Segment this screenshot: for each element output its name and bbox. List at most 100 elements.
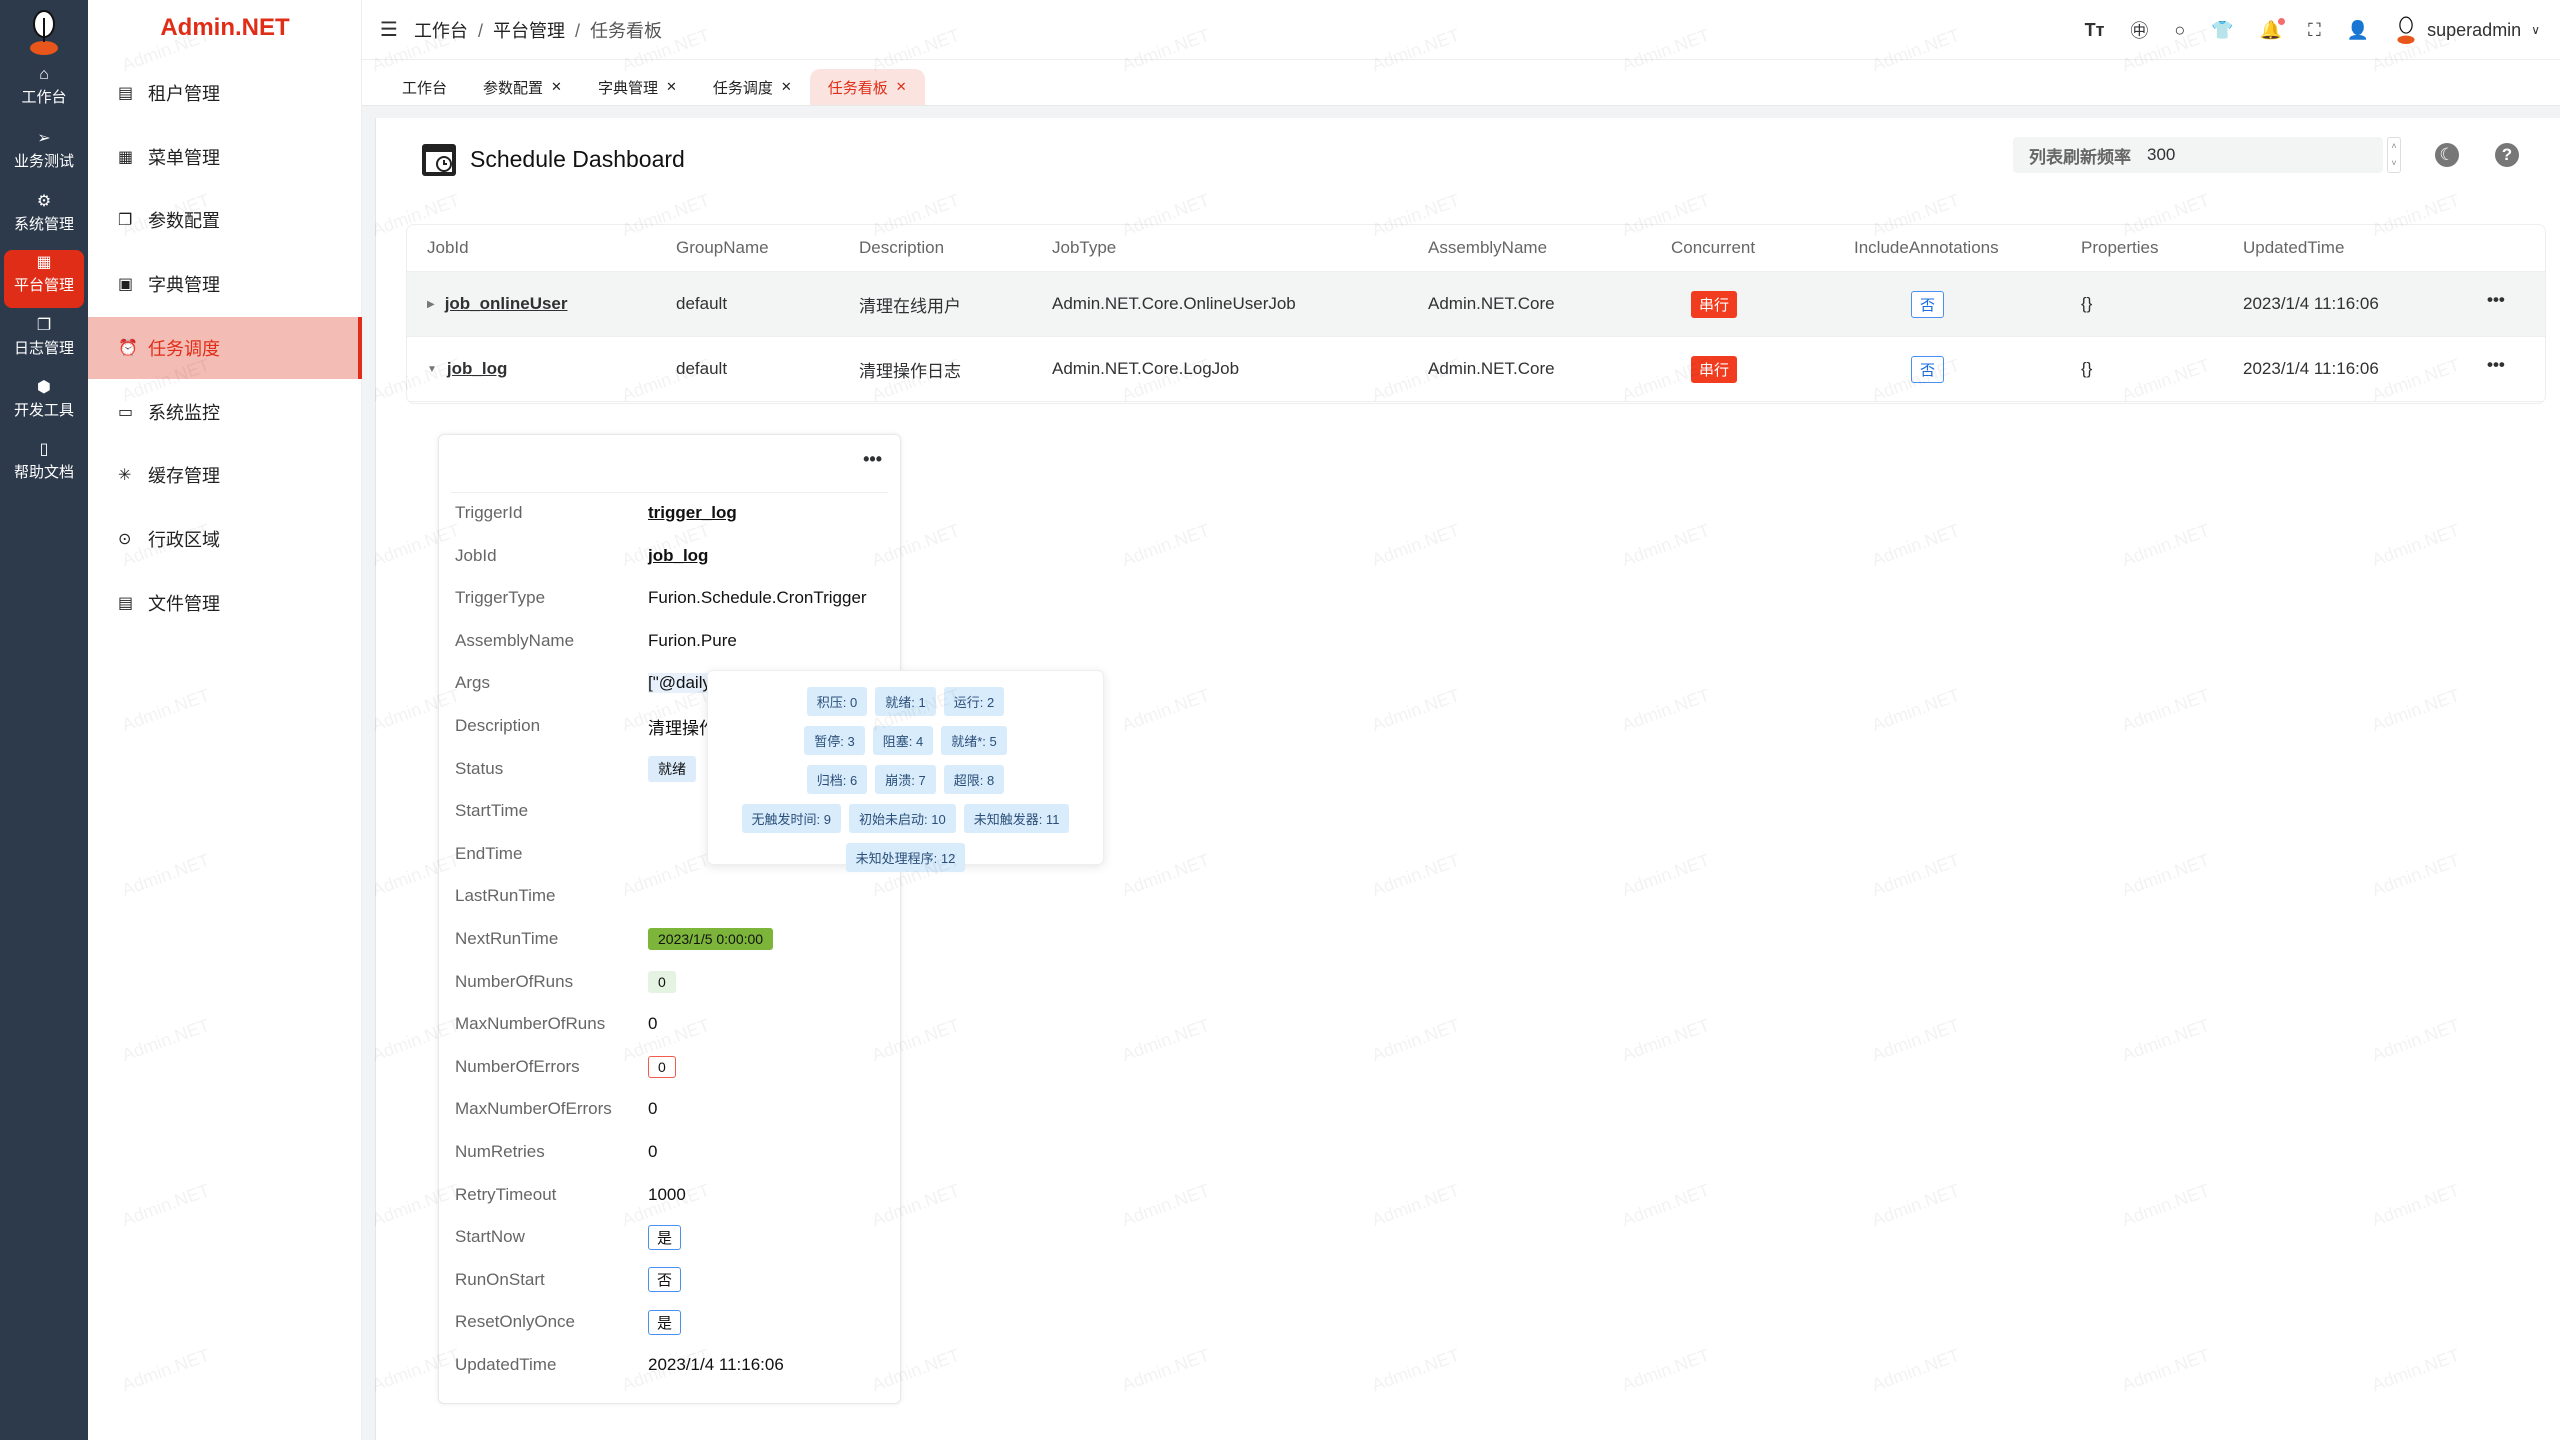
tab[interactable]: 字典管理 ✕ — [580, 69, 695, 105]
tab[interactable]: 任务调度 ✕ — [695, 69, 810, 105]
book-icon: ▣ — [118, 276, 134, 294]
rail-item-label: 工作台 — [21, 89, 67, 106]
job-id-link[interactable]: job_onlineUser — [444, 294, 568, 313]
menu-item[interactable]: ✳ 缓存管理 — [88, 444, 362, 506]
detail-label: RetryTimeout — [455, 1184, 557, 1204]
detail-label: TriggerType — [455, 588, 546, 608]
menu-item[interactable]: ⊙ 行政区域 — [88, 508, 362, 570]
menu-item[interactable]: ❐ 参数配置 — [88, 189, 362, 251]
detail-label: NumberOfRuns — [455, 971, 574, 991]
menu-item[interactable]: ▤ 文件管理 — [88, 572, 362, 634]
icon-rail: ⌂ 工作台 ➢ 业务测试 ⚙ 系统管理 ▦ 平台管理 ❐ 日志管理 ⬢ 开发工具 ▯ 帮助文档 — [0, 0, 88, 1440]
menu-item-label: 字典管理 — [148, 275, 220, 296]
page-title-text: Schedule Dashboard — [470, 145, 685, 172]
moon-icon[interactable]: ☾ — [2435, 143, 2459, 167]
cell-includeannotations: 否 — [1911, 337, 1945, 401]
detail-row: UpdatedTime 2023/1/4 11:16:06 — [455, 1345, 890, 1385]
menu-item[interactable]: ▣ 字典管理 — [88, 253, 362, 315]
cell-jobtype: Admin.NET.Core.OnlineUserJob — [1052, 294, 1296, 313]
breadcrumb: 工作台 / 平台管理 / 任务看板 — [413, 20, 662, 41]
caret-down-icon[interactable]: ▼ — [427, 363, 437, 375]
breadcrumb-item[interactable]: 平台管理 — [492, 20, 565, 41]
close-icon[interactable]: ✕ — [780, 79, 792, 94]
location-icon: ⊙ — [118, 530, 132, 548]
job-id-link[interactable]: job_log — [446, 359, 508, 378]
tab[interactable]: 参数配置 ✕ — [465, 69, 580, 105]
search-icon[interactable]: ○ — [2174, 19, 2186, 40]
detail-label: JobId — [455, 545, 497, 565]
detail-row: RunOnStart 否 — [455, 1260, 890, 1300]
row-more-icon[interactable]: ••• — [2487, 355, 2505, 374]
close-icon[interactable]: ✕ — [665, 79, 677, 94]
column-header: UpdatedTime — [2243, 238, 2345, 257]
help-icon[interactable]: ? — [2495, 143, 2519, 167]
column-header: GroupName — [676, 238, 769, 257]
loading-icon: ✳ — [118, 467, 132, 485]
cell-description: 清理操作日志 — [859, 361, 961, 381]
breadcrumb-item[interactable]: 工作台 — [413, 20, 468, 41]
rail-item[interactable]: ⌂ 工作台 — [4, 62, 84, 120]
detail-value[interactable]: job_log — [648, 545, 709, 565]
rail-item[interactable]: ❐ 日志管理 — [4, 313, 84, 371]
status-pill: 未知触发器: 11 — [963, 804, 1070, 833]
more-icon[interactable]: ••• — [863, 449, 882, 469]
theme-shirt-icon[interactable]: 👕 — [2211, 19, 2234, 40]
menu-toggle-icon[interactable]: ☰ — [380, 19, 398, 41]
detail-label: RunOnStart — [455, 1269, 545, 1289]
bell-icon[interactable]: 🔔 — [2260, 17, 2286, 41]
cell-properties: {} — [2081, 294, 2093, 313]
language-icon[interactable]: ㊥ — [2130, 21, 2149, 41]
status-pill: 阻塞: 4 — [872, 726, 934, 755]
detail-label: StartTime — [455, 801, 529, 821]
status-pill: 运行: 2 — [943, 687, 1005, 716]
detail-row: EndTime — [455, 834, 890, 874]
detail-value[interactable]: trigger_log — [648, 503, 737, 522]
rail-item[interactable]: ⬢ 开发工具 — [4, 375, 84, 433]
refresh-rate-value[interactable]: 300 — [2147, 145, 2176, 164]
tab-label: 参数配置 — [483, 79, 544, 97]
detail-row: MaxNumberOfErrors 0 — [455, 1089, 890, 1129]
status-legend-popover: 积压: 0 就绪: 1 运行: 2 暂停: 3 阻塞: 4 就绪*: 5 归档: 6 崩溃: … — [707, 670, 1104, 872]
row-more-icon[interactable]: ••• — [2487, 290, 2505, 309]
detail-row: AssemblyName Furion.Pure — [455, 621, 890, 661]
refresh-rate-label: 列表刷新频率 — [2029, 147, 2131, 167]
detail-label: Status — [455, 758, 504, 778]
refresh-rate-stepper[interactable]: ˄ ˅ — [2387, 137, 2401, 173]
rail-item[interactable]: ▦ 平台管理 — [4, 250, 84, 308]
table-row[interactable]: ▼ job_log default 清理操作日志 Admin.NET.Core.LogJ… — [407, 337, 2545, 402]
rail-item[interactable]: ⚙ 系统管理 — [4, 189, 84, 247]
menu-item[interactable]: ▦ 菜单管理 — [88, 126, 362, 188]
logo-avatar-icon — [30, 10, 58, 55]
refresh-rate-input[interactable]: 列表刷新频率 300 — [2013, 137, 2383, 173]
caret-right-icon[interactable]: ▶ — [427, 298, 435, 310]
tab[interactable]: 任务看板 ✕ — [809, 69, 925, 105]
menu-item[interactable]: ▤ 租户管理 — [88, 62, 362, 124]
tab[interactable]: 工作台 — [384, 69, 465, 105]
document-icon: ▤ — [118, 594, 134, 612]
detail-row: Description 清理操作 — [455, 706, 890, 746]
menu-item[interactable]: ▭ 系统监控 — [88, 381, 362, 443]
status-pill: 暂停: 3 — [804, 726, 865, 755]
close-icon[interactable]: ✕ — [895, 79, 907, 94]
status-pill: 崩溃: 7 — [875, 765, 936, 794]
rail-item[interactable]: ➢ 业务测试 — [4, 126, 84, 184]
detail-row: TriggerType Furion.Schedule.CronTrigger — [455, 578, 890, 618]
detail-row: StartTime — [455, 791, 890, 831]
tab-label: 工作台 — [402, 79, 448, 97]
detail-row: TriggerId trigger_log — [455, 493, 890, 533]
detail-row: NextRunTime 2023/1/5 0:00:00 — [455, 919, 890, 959]
menu-item[interactable]: ⏰ 任务调度 — [88, 316, 362, 379]
user-icon[interactable]: 👤 — [2346, 19, 2370, 40]
font-size-icon[interactable]: Tт — [2084, 19, 2105, 40]
rail-item-label: 系统管理 — [13, 216, 74, 233]
close-icon[interactable]: ✕ — [551, 79, 562, 94]
table-row[interactable]: ▶ job_onlineUser default 清理在线用户 Admin.NET.Co… — [407, 272, 2545, 337]
user-menu[interactable]: superadmin ∨ — [2395, 15, 2540, 45]
rail-item[interactable]: ▯ 帮助文档 — [4, 437, 84, 495]
status-pill: 就绪: 1 — [875, 687, 936, 716]
detail-row: NumberOfErrors 0 — [455, 1047, 890, 1087]
legend-line: 暂停: 3 阻塞: 4 就绪*: 5 — [708, 726, 1103, 755]
grid-icon: ▦ — [36, 254, 52, 271]
status-pill: 就绪*: 5 — [941, 726, 1007, 755]
fullscreen-icon[interactable]: ⛶ — [2308, 19, 2321, 40]
